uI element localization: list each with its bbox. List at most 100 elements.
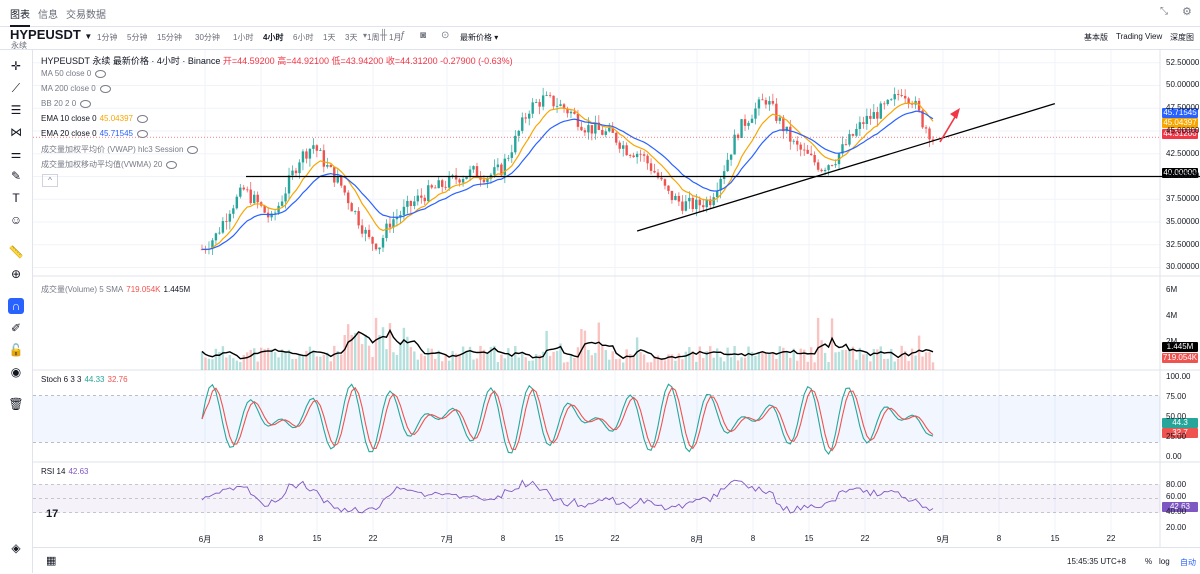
tab-chart[interactable]: 图表	[10, 6, 30, 27]
horizontal-lines-icon[interactable]: ☰	[10, 103, 22, 117]
visibility-eye-icon[interactable]	[99, 84, 111, 93]
candle-body	[903, 95, 907, 99]
candle-body	[649, 163, 653, 171]
candle-body	[621, 145, 625, 149]
timeframe-3[interactable]: 30分钟	[195, 33, 220, 42]
candle-body	[315, 145, 319, 151]
stoch-d-tag: 32.7	[1162, 428, 1198, 438]
close-price-tag: 44.31200	[1162, 129, 1198, 139]
brush-icon[interactable]: ✎	[10, 169, 22, 183]
candle-body	[712, 197, 715, 206]
visibility-eye-icon[interactable]	[187, 145, 199, 154]
candle-body	[813, 154, 816, 163]
candle-body	[402, 206, 406, 215]
candle-body	[688, 197, 691, 202]
stoch-axis-label: 75.00	[1166, 392, 1187, 401]
more-timeframes-chevron-icon[interactable]: ▾	[363, 31, 368, 40]
volume-bar	[750, 351, 754, 370]
price-type-dropdown[interactable]: 最新价格 ▾	[460, 33, 499, 42]
crosshair-icon[interactable]: ✛	[10, 59, 22, 73]
candle-body	[931, 139, 935, 141]
volume-bar	[246, 352, 249, 370]
symbol-selector[interactable]: HYPEUSDT ▼	[10, 27, 93, 42]
timeframe-0[interactable]: 1分钟	[97, 33, 118, 42]
candle-body	[517, 130, 520, 136]
candle-body	[698, 199, 701, 206]
view-depth[interactable]: 深度图	[1170, 33, 1194, 42]
level-price-tag: 40.00000	[1162, 168, 1198, 178]
timeframe-5[interactable]: 4小时	[263, 33, 284, 42]
trend-line-icon[interactable]: ⟋	[11, 81, 21, 95]
candle-body	[681, 201, 684, 211]
timeframe-9[interactable]: 1周	[367, 33, 380, 42]
candle-body	[284, 193, 287, 202]
candle-body	[775, 103, 778, 121]
candle-body	[646, 155, 649, 164]
candle-body	[789, 126, 792, 142]
visibility-eye-icon[interactable]	[136, 114, 148, 123]
timeframe-1[interactable]: 5分钟	[127, 33, 148, 42]
volume-bar	[270, 349, 273, 370]
settings-gear-icon[interactable]: ⚙	[1182, 6, 1192, 18]
volume-bar	[890, 348, 893, 370]
magnet-icon[interactable]: ∩	[8, 298, 24, 314]
timeframe-4[interactable]: 1小时	[233, 33, 254, 42]
visibility-eye-icon[interactable]	[136, 129, 148, 138]
emoji-icon[interactable]: ☺	[9, 213, 23, 227]
chart-type-icon[interactable]: ╫	[380, 30, 388, 41]
volume-bar	[841, 349, 844, 370]
layers-icon[interactable]: ◈	[11, 541, 21, 555]
timeframe-7[interactable]: 1天	[323, 33, 336, 42]
candle-body	[757, 99, 761, 109]
view-tradingview[interactable]: Trading View	[1116, 32, 1163, 41]
indicators-icon[interactable]: ƒ	[400, 30, 406, 41]
timeframe-2[interactable]: 15分钟	[157, 33, 182, 42]
tab-trading-data[interactable]: 交易数据	[66, 10, 106, 21]
auto-toggle[interactable]: 自动	[1180, 558, 1196, 567]
timeframe-6[interactable]: 6小时	[293, 33, 314, 42]
volume-axis-label: 6M	[1166, 285, 1178, 294]
stoch-axis-label: 25.00	[1166, 432, 1187, 441]
log-toggle[interactable]: log	[1159, 557, 1170, 566]
volume-axis-label: 2M	[1166, 337, 1178, 346]
candle-body	[841, 144, 844, 154]
timeframe-8[interactable]: 3天	[345, 33, 358, 42]
stoch-d-line	[201, 386, 934, 452]
fib-icon[interactable]: ⚌	[10, 147, 22, 161]
collapse-legend-chevron-icon[interactable]: ^	[42, 174, 58, 187]
eye-icon[interactable]: ◉	[10, 365, 22, 379]
calendar-icon[interactable]: ▦	[46, 555, 57, 567]
volume-bar	[277, 357, 280, 370]
timeframe-10[interactable]: 1月	[389, 33, 402, 42]
ruler-icon[interactable]: 📏	[8, 245, 24, 259]
pattern-icon[interactable]: ⋈	[10, 125, 22, 139]
price-chart[interactable]	[33, 50, 1200, 547]
price-axis-label: 47.50000	[1166, 103, 1200, 113]
candle-body	[246, 189, 249, 191]
volume-bar	[235, 360, 239, 370]
trash-icon[interactable]: 🗑	[8, 397, 24, 411]
visibility-eye-icon[interactable]	[166, 160, 178, 169]
text-icon[interactable]: T	[12, 191, 20, 205]
volume-bar	[698, 346, 701, 370]
visibility-eye-icon[interactable]	[95, 69, 107, 78]
zoom-in-icon[interactable]: ⊕	[10, 267, 22, 281]
view-basic[interactable]: 基本版	[1084, 33, 1108, 42]
candle-body	[736, 134, 740, 138]
volume-bar	[587, 349, 590, 370]
collapse-icon[interactable]: ⤡	[1160, 6, 1168, 17]
volume-bar	[816, 317, 820, 370]
tab-info[interactable]: 信息	[38, 10, 58, 21]
candle-body	[642, 154, 646, 156]
lock-icon[interactable]: 🔓	[8, 343, 24, 357]
lock-drawings-icon[interactable]: ✐	[10, 321, 22, 335]
replay-icon[interactable]: ⊙	[441, 30, 450, 41]
visibility-eye-icon[interactable]	[80, 99, 92, 108]
candle-body	[336, 176, 339, 183]
percent-toggle[interactable]: %	[1145, 557, 1153, 566]
candle-body	[399, 214, 402, 218]
volume-bar	[541, 351, 545, 370]
stoch-k-tag: 44.3	[1162, 418, 1198, 428]
candle-body	[468, 169, 472, 177]
camera-icon[interactable]: ◙	[420, 30, 427, 41]
